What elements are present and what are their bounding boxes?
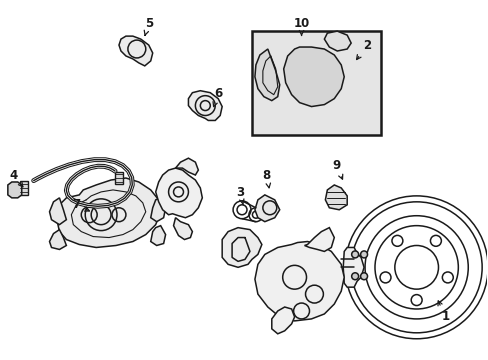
Text: 4: 4 — [10, 168, 23, 187]
Bar — [115, 172, 122, 184]
Polygon shape — [254, 195, 279, 222]
Polygon shape — [188, 91, 222, 121]
Polygon shape — [155, 168, 202, 218]
Polygon shape — [150, 226, 165, 246]
Text: 8: 8 — [262, 168, 270, 188]
Polygon shape — [325, 185, 346, 210]
Circle shape — [351, 251, 358, 258]
Bar — [20, 181, 28, 195]
Polygon shape — [304, 228, 334, 251]
Polygon shape — [254, 242, 344, 321]
Polygon shape — [343, 247, 364, 287]
Text: 2: 2 — [356, 39, 370, 59]
Text: 6: 6 — [213, 87, 222, 107]
Circle shape — [360, 273, 367, 280]
Text: 7: 7 — [72, 198, 89, 211]
Circle shape — [360, 251, 367, 258]
Polygon shape — [49, 230, 66, 249]
Polygon shape — [173, 218, 192, 239]
Text: 10: 10 — [293, 17, 309, 36]
Text: 9: 9 — [331, 159, 342, 179]
Text: 5: 5 — [144, 17, 153, 36]
Polygon shape — [271, 307, 294, 334]
Bar — [251, 31, 380, 135]
Polygon shape — [324, 31, 350, 51]
Polygon shape — [222, 228, 262, 267]
Text: 1: 1 — [437, 301, 448, 323]
Polygon shape — [283, 47, 344, 107]
Polygon shape — [119, 36, 152, 66]
Circle shape — [351, 273, 358, 280]
Polygon shape — [254, 49, 279, 100]
Polygon shape — [175, 158, 198, 175]
Polygon shape — [56, 178, 161, 247]
Text: 3: 3 — [236, 186, 244, 205]
Polygon shape — [150, 198, 165, 222]
Polygon shape — [49, 198, 66, 225]
Polygon shape — [8, 182, 21, 198]
